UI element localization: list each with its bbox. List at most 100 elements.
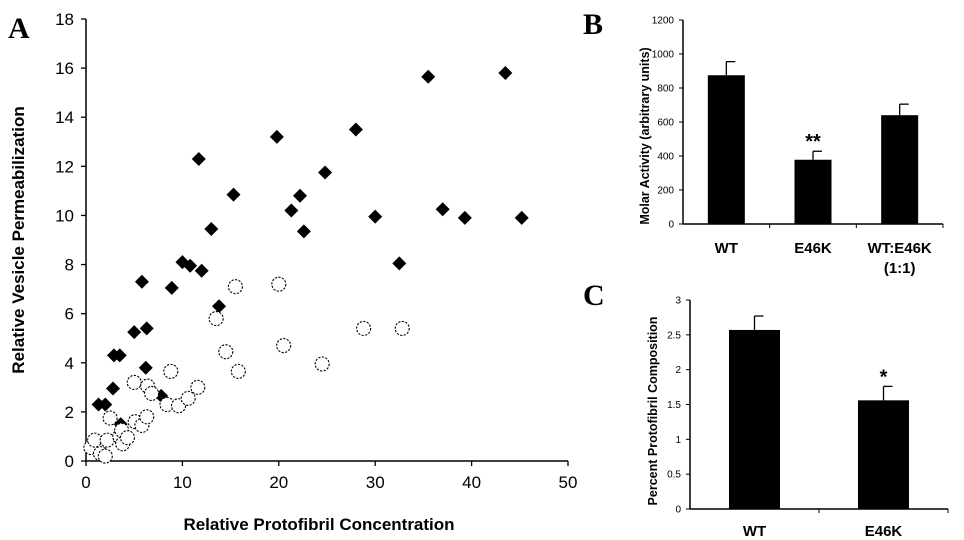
x-axis-title-a: Relative Protofibril Concentration — [183, 515, 454, 534]
open-circle-point — [208, 311, 224, 327]
y-tick-label-c: 3 — [675, 296, 681, 307]
diamond-point — [514, 210, 529, 225]
bar-panel-b: 0 200 400 600 800 1000 1200 WT E46K ** WT:E46K (1:… — [638, 16, 944, 277]
open-circle-point — [230, 363, 246, 379]
diamond-point — [296, 224, 311, 239]
diamond-point — [191, 151, 206, 166]
y-tick-label-a: 16 — [55, 59, 74, 78]
open-circle-point — [394, 320, 410, 336]
category-label: E46K — [865, 523, 903, 540]
diamond-point — [348, 122, 363, 137]
open-circle-point — [99, 432, 115, 448]
open-circle-point — [227, 279, 243, 295]
y-tick-label-c: 1 — [675, 435, 681, 446]
x-tick-label-a: 30 — [366, 473, 385, 492]
y-axis-title-c: Percent Protofibril Composition — [646, 317, 660, 506]
bar-panel-c: 0 0.5 1 1.5 2 2.5 3 WT E46K * Percent Protofibri… — [646, 296, 949, 540]
category-label: E46K — [794, 240, 832, 257]
panel-letter-a: A — [8, 12, 30, 45]
y-tick-label-b: 1000 — [652, 50, 675, 61]
panel-letter-b: B — [583, 8, 603, 41]
category-label: WT — [743, 523, 766, 540]
category-label: WT — [715, 240, 738, 257]
bar — [707, 75, 745, 224]
y-tick-label-b: 600 — [657, 118, 674, 129]
y-axis-title-a: Relative Vesicle Permeabilization — [9, 106, 28, 373]
open-circle-point — [144, 385, 160, 402]
y-tick-label-a: 2 — [65, 403, 74, 422]
y-tick-label-a: 12 — [55, 157, 74, 176]
diamond-point — [98, 397, 113, 412]
diamond-point — [498, 66, 513, 81]
diamond-point — [183, 258, 198, 273]
diamond-point — [194, 263, 209, 278]
significance-marker: ** — [805, 131, 821, 153]
diamond-point — [112, 348, 127, 363]
y-tick-label-c: 0 — [675, 505, 681, 516]
diamond-point — [318, 165, 333, 180]
open-circle-point — [170, 398, 187, 414]
y-tick-label-a: 0 — [65, 452, 74, 471]
diamond-point — [134, 274, 149, 289]
open-circle-point — [180, 390, 196, 406]
open-circle-point — [218, 344, 234, 360]
diamond-point — [226, 187, 241, 202]
diamond-point — [204, 221, 219, 236]
diamond-point — [127, 325, 142, 340]
y-tick-label-c: 2 — [675, 365, 681, 376]
open-circle-point — [102, 410, 118, 426]
x-tick-label-a: 20 — [269, 473, 288, 492]
diamond-point — [269, 129, 284, 144]
x-tick-label-a: 40 — [462, 473, 481, 492]
panel-letter-c: C — [583, 279, 605, 312]
y-tick-label-b: 0 — [668, 220, 674, 231]
open-circle-point — [276, 338, 292, 354]
diamond-point — [284, 203, 299, 218]
significance-marker: * — [880, 366, 888, 388]
y-tick-label-c: 2.5 — [667, 330, 681, 341]
diamond-point — [368, 209, 383, 224]
open-circle-point — [163, 363, 179, 379]
y-tick-label-b: 1200 — [652, 16, 675, 27]
diamond-point — [138, 360, 153, 375]
category-label: WT:E46K (1:1) — [868, 240, 932, 277]
open-circle-point — [139, 409, 155, 425]
open-circle-point — [97, 448, 113, 464]
bar — [729, 329, 780, 509]
x-tick-label-a: 0 — [81, 473, 90, 492]
open-circle-point — [190, 379, 206, 395]
y-tick-label-a: 6 — [65, 305, 74, 324]
y-tick-label-a: 18 — [55, 10, 74, 29]
diamond-point — [392, 256, 407, 271]
open-circle-point — [314, 356, 330, 372]
diamond-point — [435, 202, 450, 217]
diamond-point — [421, 69, 436, 84]
y-tick-label-b: 800 — [657, 84, 674, 95]
bar — [858, 400, 909, 509]
y-axis-title-b: Molar Activity (arbitrary units) — [638, 47, 652, 224]
open-circle-point — [271, 276, 287, 292]
y-tick-label-a: 14 — [55, 108, 74, 127]
y-tick-label-a: 10 — [55, 206, 74, 225]
open-circle-point — [356, 320, 372, 336]
y-tick-label-a: 8 — [65, 256, 74, 275]
bar — [881, 115, 919, 224]
diamond-point — [212, 299, 227, 314]
y-tick-label-c: 0.5 — [667, 470, 681, 481]
open-circle-point — [87, 432, 103, 448]
diamond-point — [457, 210, 472, 225]
x-tick-label-a: 50 — [559, 473, 578, 492]
open-circle-point — [126, 374, 142, 390]
bar — [794, 159, 832, 224]
y-tick-label-b: 200 — [657, 186, 674, 197]
y-tick-label-c: 1.5 — [667, 400, 681, 411]
diamond-point — [139, 321, 154, 336]
open-circle-point — [119, 430, 136, 446]
diamond-point — [293, 188, 308, 203]
y-tick-label-a: 4 — [65, 354, 74, 373]
y-tick-label-b: 400 — [657, 152, 674, 163]
x-tick-label-a: 10 — [173, 473, 192, 492]
diamond-point — [164, 280, 179, 295]
diamond-point — [105, 381, 120, 396]
